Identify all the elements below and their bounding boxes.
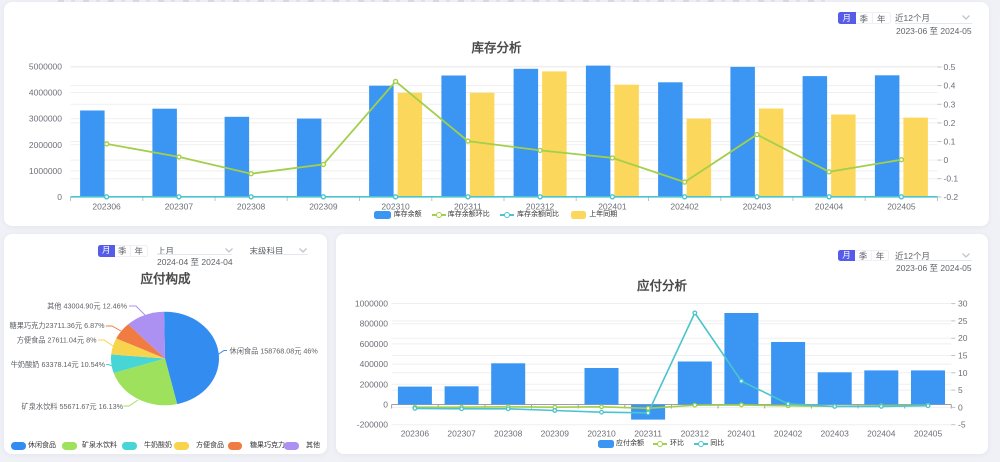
svg-text:0.1: 0.1 bbox=[944, 137, 956, 147]
svg-text:202405: 202405 bbox=[887, 202, 916, 212]
svg-text:202312: 202312 bbox=[681, 429, 710, 439]
svg-text:25: 25 bbox=[958, 316, 968, 326]
svg-text:牛奶酸奶 63378.14元 10.54%: 牛奶酸奶 63378.14元 10.54% bbox=[11, 360, 106, 369]
svg-text:202308: 202308 bbox=[237, 202, 266, 212]
svg-text:202405: 202405 bbox=[914, 429, 943, 439]
svg-text:202307: 202307 bbox=[447, 429, 476, 439]
svg-text:-0.2: -0.2 bbox=[944, 192, 959, 202]
svg-text:30: 30 bbox=[958, 299, 968, 309]
svg-text:202311: 202311 bbox=[454, 202, 482, 212]
svg-text:15: 15 bbox=[958, 351, 968, 361]
svg-text:0.5: 0.5 bbox=[944, 62, 956, 72]
svg-text:202310: 202310 bbox=[587, 429, 616, 439]
svg-text:202308: 202308 bbox=[494, 429, 523, 439]
svg-text:3000000: 3000000 bbox=[29, 114, 62, 124]
svg-text:202403: 202403 bbox=[821, 429, 850, 439]
svg-text:糖果巧克力23711.36元 6.87%: 糖果巧克力23711.36元 6.87% bbox=[10, 321, 106, 330]
svg-text:-5: -5 bbox=[958, 420, 966, 430]
svg-text:1000000: 1000000 bbox=[29, 166, 62, 176]
svg-text:矿泉水饮料 55671.67元 16.13%: 矿泉水饮料 55671.67元 16.13% bbox=[22, 402, 124, 411]
svg-text:10: 10 bbox=[958, 368, 968, 378]
svg-text:202310: 202310 bbox=[381, 202, 410, 212]
svg-text:4000000: 4000000 bbox=[29, 88, 62, 98]
svg-text:202403: 202403 bbox=[743, 202, 772, 212]
svg-text:5000000: 5000000 bbox=[29, 61, 62, 71]
svg-text:200000: 200000 bbox=[360, 379, 389, 389]
svg-text:0.4: 0.4 bbox=[944, 81, 956, 91]
svg-text:0.3: 0.3 bbox=[944, 99, 956, 109]
svg-text:0.2: 0.2 bbox=[944, 118, 956, 128]
svg-text:0: 0 bbox=[944, 155, 949, 165]
svg-text:-200000: -200000 bbox=[357, 420, 388, 430]
svg-text:其他 43004.90元 12.46%: 其他 43004.90元 12.46% bbox=[47, 302, 128, 311]
svg-text:方便食品 27611.04元 8%: 方便食品 27611.04元 8% bbox=[17, 336, 97, 345]
svg-text:202309: 202309 bbox=[309, 202, 338, 212]
svg-text:202404: 202404 bbox=[815, 202, 844, 212]
svg-text:202307: 202307 bbox=[165, 202, 194, 212]
svg-text:600000: 600000 bbox=[360, 339, 389, 349]
svg-text:1000000: 1000000 bbox=[355, 299, 388, 309]
svg-text:5: 5 bbox=[958, 385, 963, 395]
svg-text:20: 20 bbox=[958, 333, 968, 343]
svg-text:0: 0 bbox=[57, 192, 62, 202]
svg-text:202402: 202402 bbox=[774, 429, 803, 439]
svg-text:202309: 202309 bbox=[541, 429, 570, 439]
svg-text:202402: 202402 bbox=[670, 202, 699, 212]
svg-text:800000: 800000 bbox=[360, 319, 389, 329]
svg-text:202404: 202404 bbox=[867, 429, 896, 439]
svg-text:202306: 202306 bbox=[401, 429, 430, 439]
svg-text:-0.1: -0.1 bbox=[944, 174, 959, 184]
svg-text:0: 0 bbox=[383, 400, 388, 410]
svg-text:202311: 202311 bbox=[634, 429, 662, 439]
svg-text:2000000: 2000000 bbox=[29, 140, 62, 150]
svg-text:400000: 400000 bbox=[360, 359, 389, 369]
svg-text:202306: 202306 bbox=[92, 202, 121, 212]
svg-text:202401: 202401 bbox=[727, 429, 756, 439]
svg-text:202312: 202312 bbox=[526, 202, 555, 212]
svg-text:休闲食品 158768.08元 46%: 休闲食品 158768.08元 46% bbox=[230, 347, 319, 356]
svg-text:0: 0 bbox=[958, 402, 963, 412]
svg-text:202401: 202401 bbox=[598, 202, 627, 212]
